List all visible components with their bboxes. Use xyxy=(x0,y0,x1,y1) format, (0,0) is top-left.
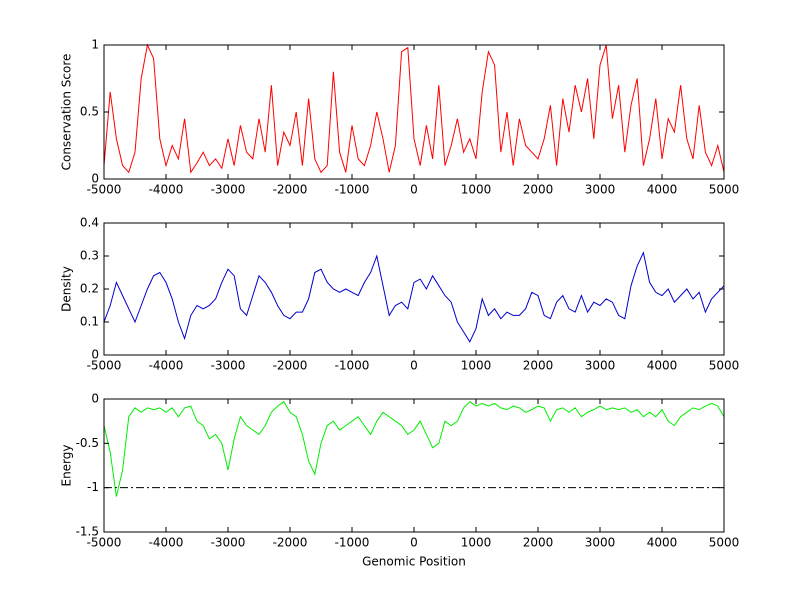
x-tick-label: -1000 xyxy=(335,359,370,373)
x-axis-label: Genomic Position xyxy=(362,555,466,569)
x-tick-label: -5000 xyxy=(87,359,122,373)
x-tick-label: 1000 xyxy=(461,536,492,550)
y-tick-label: 0 xyxy=(91,348,99,362)
data-line xyxy=(103,251,725,343)
x-tick-label: 1000 xyxy=(461,359,492,373)
x-tick-label: 0 xyxy=(410,183,418,197)
x-tick-label: -2000 xyxy=(273,183,308,197)
x-tick-label: -4000 xyxy=(149,183,184,197)
y-tick-label: 0.5 xyxy=(80,105,99,119)
x-tick-label: 2000 xyxy=(523,536,554,550)
y-tick-label: 0 xyxy=(91,172,99,186)
x-tick-label: -3000 xyxy=(211,536,246,550)
x-tick-label: -5000 xyxy=(87,183,122,197)
x-tick-label: 2000 xyxy=(523,359,554,373)
x-tick-label: 3000 xyxy=(585,183,616,197)
x-tick-label: 0 xyxy=(410,359,418,373)
y-axis-label: Density xyxy=(60,266,74,312)
plot-area xyxy=(104,223,724,355)
x-tick-label: 4000 xyxy=(647,536,678,550)
x-tick-label: -3000 xyxy=(211,359,246,373)
x-tick-label: -4000 xyxy=(149,536,184,550)
y-tick-label: 0.4 xyxy=(80,216,99,230)
y-tick-label: -1 xyxy=(87,480,99,494)
x-tick-label: 2000 xyxy=(523,183,554,197)
x-tick-label: 5000 xyxy=(709,359,740,373)
x-tick-label: 5000 xyxy=(709,536,740,550)
y-tick-label: 0 xyxy=(91,392,99,406)
plot-area xyxy=(104,399,724,532)
plot-area xyxy=(104,45,724,179)
x-tick-label: 5000 xyxy=(709,183,740,197)
x-tick-label: 4000 xyxy=(647,359,678,373)
x-tick-label: 1000 xyxy=(461,183,492,197)
data-line xyxy=(103,43,725,174)
data-line xyxy=(103,400,725,497)
y-tick-label: 0.2 xyxy=(80,282,99,296)
x-tick-label: -1000 xyxy=(335,183,370,197)
x-tick-label: 3000 xyxy=(585,536,616,550)
x-tick-label: -5000 xyxy=(87,536,122,550)
x-tick-label: -2000 xyxy=(273,536,308,550)
y-tick-label: 1 xyxy=(91,38,99,52)
x-tick-label: 0 xyxy=(410,536,418,550)
x-tick-label: 4000 xyxy=(647,183,678,197)
x-tick-label: 3000 xyxy=(585,359,616,373)
x-tick-label: -2000 xyxy=(273,359,308,373)
y-tick-label: -1.5 xyxy=(76,525,99,539)
y-axis-label: Energy xyxy=(60,444,74,486)
y-tick-label: 0.1 xyxy=(80,315,99,329)
y-tick-label: -0.5 xyxy=(76,436,99,450)
x-tick-label: -4000 xyxy=(149,359,184,373)
y-tick-label: 0.3 xyxy=(80,249,99,263)
x-tick-label: -1000 xyxy=(335,536,370,550)
x-tick-label: -3000 xyxy=(211,183,246,197)
y-axis-label: Conservation Score xyxy=(60,54,74,171)
